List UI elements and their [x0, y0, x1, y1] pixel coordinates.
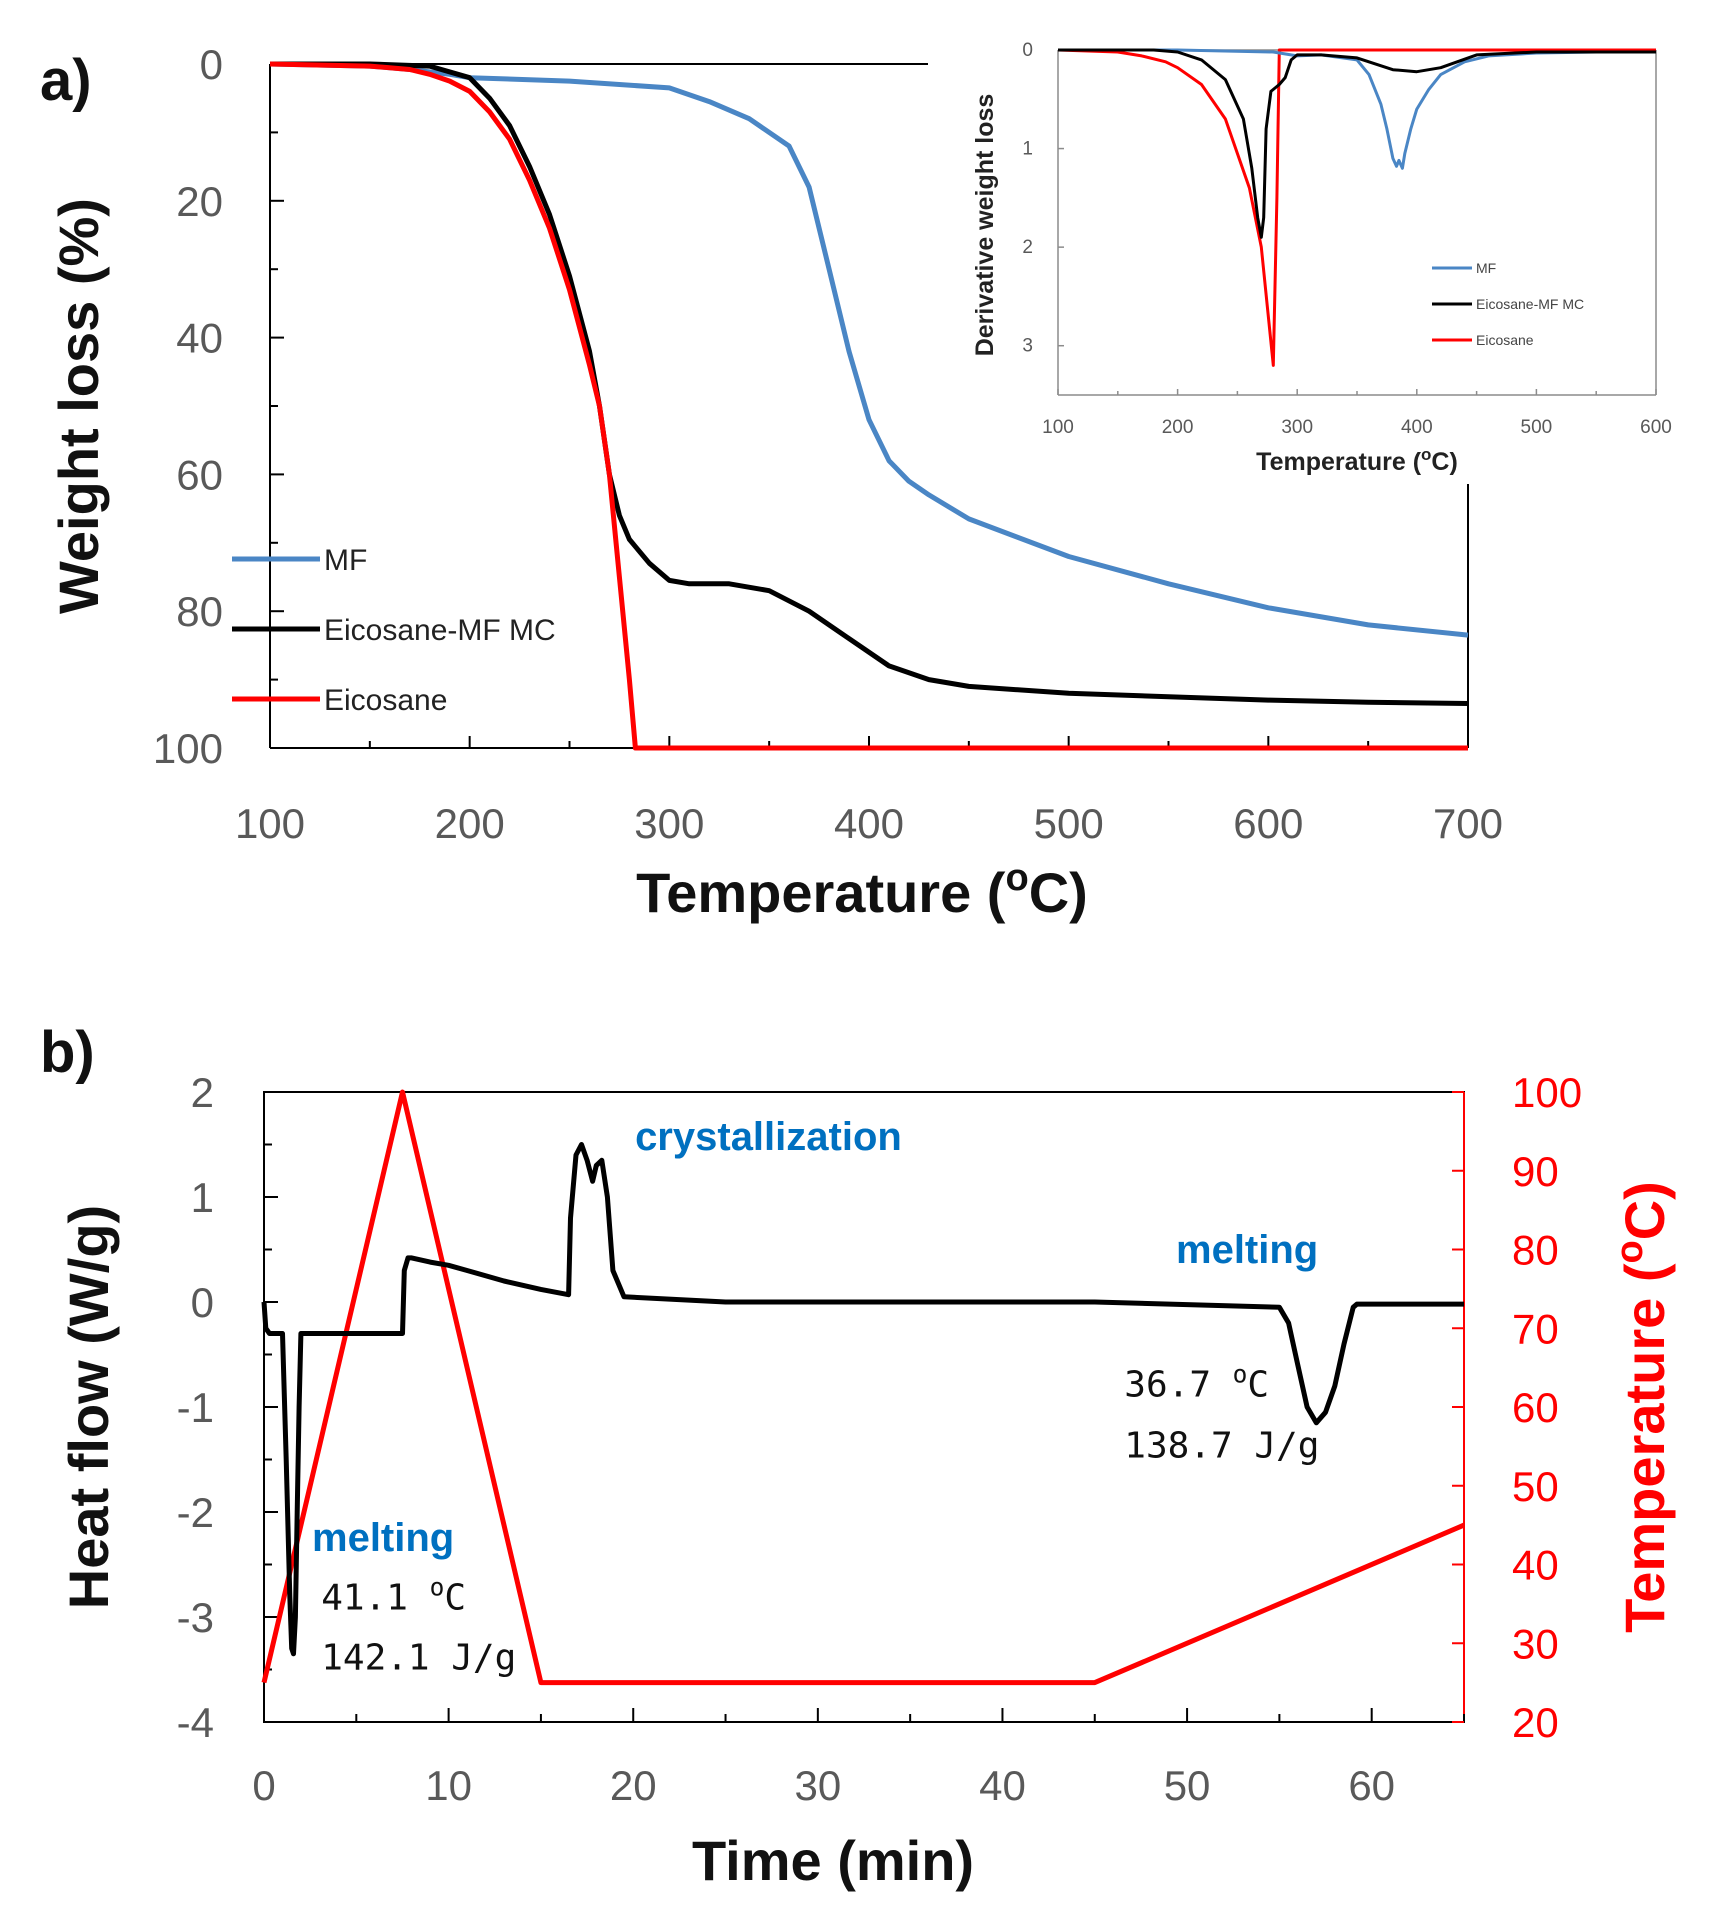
panel-a-series	[269, 61, 1469, 751]
panel-b-series	[261, 1089, 1465, 1686]
panel-a-x-axis-title: Temperature (oC)	[636, 857, 1088, 924]
x-tick-label-700: 700	[1433, 800, 1503, 847]
panel-b-y-axis-title: Heat flow (W/g)	[57, 1205, 120, 1609]
b-x-tick-label-50: 50	[1164, 1762, 1211, 1809]
inset-y-tick-label-1: 1	[1022, 139, 1033, 160]
legend-label-eicosane: Eicosane	[324, 684, 447, 717]
b-y2-tick-label-30: 30	[1512, 1620, 1559, 1667]
b-y-tick-label-0: 0	[191, 1279, 214, 1326]
inset-y-tick-label-0: 0	[1022, 40, 1033, 61]
b-y-tick-label-2: 2	[191, 1069, 214, 1116]
inset-x-tick-label-500: 500	[1521, 417, 1553, 438]
panel-b-annotations: crystallization melting 36.7 oC 138.7 J/g me…	[312, 1115, 1319, 1679]
b-y2-tick-label-40: 40	[1512, 1542, 1559, 1589]
inset-x-tick-label-200: 200	[1162, 417, 1194, 438]
b-y2-tick-label-70: 70	[1512, 1305, 1559, 1352]
series-line-eicosane-mf-mc	[270, 61, 1469, 706]
x-tick-label-500: 500	[1034, 800, 1104, 847]
inset-background	[930, 34, 1690, 484]
b-y-tick-label-1: 1	[191, 1174, 214, 1221]
b-y2-tick-label-20: 20	[1512, 1699, 1559, 1746]
panel-b-ticks	[263, 1091, 1465, 1723]
inset-x-tick-label-400: 400	[1401, 417, 1433, 438]
x-tick-label-300: 300	[634, 800, 704, 847]
inset-y-tick-labels: 0 1 2 3	[1022, 40, 1033, 357]
inset-y-tick-label-3: 3	[1022, 336, 1033, 357]
y-tick-label-60: 60	[176, 451, 223, 498]
b-y-tick-label--3: -3	[177, 1594, 214, 1641]
b-x-tick-label-10: 10	[425, 1762, 472, 1809]
x-tick-label-600: 600	[1233, 800, 1303, 847]
b-x-tick-label-20: 20	[610, 1762, 657, 1809]
inset-y-tick-label-2: 2	[1022, 237, 1033, 258]
panel-a-label: a)	[40, 48, 92, 113]
inset-legend: MF Eicosane-MF MC Eicosane	[1432, 260, 1584, 348]
inset-x-tick-label-600: 600	[1640, 417, 1672, 438]
y-tick-label-100: 100	[153, 725, 223, 772]
annotation-melting1-temp: 41.1 oC	[321, 1573, 466, 1619]
annotation-crystallization: crystallization	[635, 1115, 902, 1159]
panel-a-y-tick-labels: 0 20 40 60 80 100	[153, 41, 223, 772]
inset-legend-label-eicosane: Eicosane	[1476, 332, 1534, 348]
panel-b-y2-axis-title: Temperature (oC)	[1609, 1181, 1676, 1633]
y-tick-label-20: 20	[176, 178, 223, 225]
inset-series-line-eicosane	[1057, 48, 1656, 367]
inset-series	[1057, 48, 1656, 367]
inset-legend-label-composite: Eicosane-MF MC	[1476, 296, 1584, 312]
series-line-temperature	[261, 1089, 1465, 1686]
inset-series-line-eicosane-mf-mc	[1058, 48, 1656, 239]
annotation-melting2-enthalpy: 138.7 J/g	[1124, 1425, 1319, 1466]
b-y-tick-label--4: -4	[177, 1699, 214, 1746]
panel-b: b) 0 10 20 30 40 50 60 210-1-2-3-4 10090807060…	[40, 1020, 1676, 1892]
x-tick-label-200: 200	[435, 800, 505, 847]
annotation-melting2-temp: 36.7 oC	[1124, 1360, 1269, 1406]
b-x-tick-label-0: 0	[252, 1762, 275, 1809]
annotation-melting1-enthalpy: 142.1 J/g	[321, 1638, 516, 1679]
annotation-melting2: melting	[1176, 1228, 1318, 1272]
b-x-tick-label-30: 30	[794, 1762, 841, 1809]
b-x-tick-label-40: 40	[979, 1762, 1026, 1809]
inset-x-tick-labels: 100 200 300 400 500 600	[1042, 417, 1672, 438]
inset-x-axis-title: Temperature (oC)	[1256, 445, 1458, 476]
y-tick-label-80: 80	[176, 588, 223, 635]
y-tick-label-0: 0	[200, 41, 223, 88]
b-y2-tick-label-80: 80	[1512, 1227, 1559, 1274]
annotation-melting1: melting	[312, 1516, 454, 1560]
panel-b-x-tick-labels: 0 10 20 30 40 50 60	[252, 1762, 1395, 1809]
panel-a-x-tick-labels: 100 200 300 400 500 600 700	[235, 800, 1503, 847]
b-y2-tick-label-60: 60	[1512, 1384, 1559, 1431]
panel-a-inset: 100 200 300 400 500 600 0 1 2 3 Temperature (oC)…	[930, 34, 1690, 484]
panel-b-y-tick-labels: 2 1 0 -1 -2 -3 -4	[177, 1069, 214, 1746]
panel-a-y-axis-title: Weight loss (%)	[47, 198, 110, 614]
x-tick-label-100: 100	[235, 800, 305, 847]
legend-label-composite: Eicosane-MF MC	[324, 614, 556, 647]
b-x-tick-label-60: 60	[1348, 1762, 1395, 1809]
panel-b-x-axis-title: Time (min)	[692, 1829, 974, 1892]
inset-x-tick-label-300: 300	[1281, 417, 1313, 438]
b-y2-tick-label-50: 50	[1512, 1463, 1559, 1510]
b-y2-tick-label-90: 90	[1512, 1148, 1559, 1195]
y-tick-label-40: 40	[176, 315, 223, 362]
b-y-tick-label--2: -2	[177, 1489, 214, 1536]
b-y2-tick-label-100: 100	[1512, 1069, 1582, 1116]
inset-y-axis-title: Derivative weight loss	[971, 94, 999, 357]
series-line-heat-flow	[261, 1142, 1464, 1657]
panel-b-frame	[263, 1091, 1465, 1723]
legend-label-mf: MF	[324, 544, 367, 577]
panel-b-y2-tick-labels: 100 90 80 70 60 50 40 30 20	[1512, 1069, 1582, 1746]
series-line-eicosane	[269, 61, 1468, 751]
x-tick-label-400: 400	[834, 800, 904, 847]
inset-legend-label-mf: MF	[1476, 260, 1496, 276]
panel-a-legend: MF Eicosane-MF MC Eicosane	[232, 544, 556, 717]
inset-x-tick-label-100: 100	[1042, 417, 1074, 438]
panel-b-label: b)	[40, 1020, 95, 1085]
b-y-tick-label--1: -1	[177, 1384, 214, 1431]
